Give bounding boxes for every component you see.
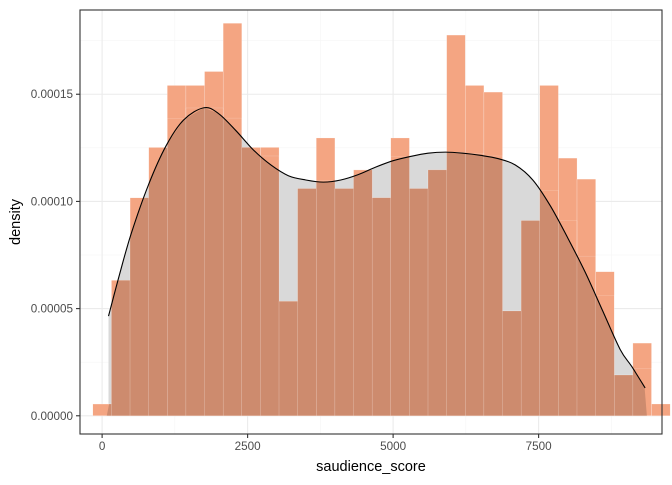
overlap-bar [428,169,447,416]
overlap-bar [148,147,168,416]
density-line [107,106,646,389]
overlap-bar [614,375,633,416]
overlap-bar [223,118,242,416]
overlap-bar [185,107,205,416]
x-axis-title: saudience_score [316,459,426,475]
overlap-bar-edge [483,155,503,416]
panel-border-layer [79,9,663,435]
overlap-bar [558,220,578,416]
density-line-layer [107,106,646,389]
overlap-bar [465,153,484,416]
x-tick-label: 7500 [526,440,553,453]
x-tick-label: 5000 [380,440,407,453]
overlap-bar-edge [148,147,168,416]
x-tick-label: 2500 [235,440,262,453]
overlap-bars [92,107,652,416]
y-tick-label: 0.00000 [31,410,74,423]
y-axis-title: density [8,198,24,245]
overlap-bar [632,368,652,416]
overlap-bar-edge [409,188,429,416]
y-tick-label: 0.00010 [31,195,74,208]
overlap-bar [260,155,280,416]
panel-border [79,9,663,435]
overlap-bar [241,147,261,416]
x-tick-label: 0 [99,440,106,453]
overlap-bar [539,190,559,416]
overlap-bar [390,156,410,416]
overlap-bar [409,188,429,416]
overlap-bar-edge [632,368,652,416]
overlap-bar [353,169,373,416]
overlap-bar [334,188,354,416]
overlap-bar [111,280,131,416]
overlap-bar [577,256,596,416]
overlap-bar [279,301,298,416]
overlap-bar [446,152,466,416]
overlap-bar [316,180,335,416]
overlap-bar-edge [334,188,354,416]
histogram-bar [651,403,671,416]
overlap-bar-edge [222,117,242,416]
overlap-bar [372,197,391,416]
y-tick-label: 0.00015 [31,88,74,101]
overlap-bar-edge [260,155,280,416]
overlap-bar [595,295,615,416]
overlap-bar [92,403,112,416]
axis-ticks-layer: 0 2500 5000 7500 0.00000 0.00005 0.00010 0.0001… [31,88,552,453]
overlap-bar [130,197,149,416]
overlap-bar [297,188,317,416]
overlap-bar [483,155,503,416]
overlap-bar [502,310,522,416]
y-tick-label: 0.00005 [31,303,74,316]
overlap-bar [167,118,186,416]
overlap-bar [204,107,224,416]
overlap-bar-edge [595,295,615,416]
overlap-bar [521,220,540,416]
